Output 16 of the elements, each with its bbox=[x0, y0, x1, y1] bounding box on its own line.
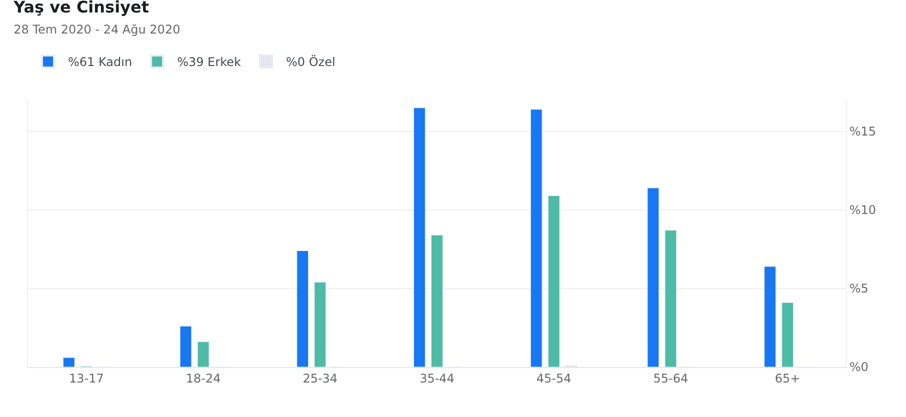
y-tick-label: %0 bbox=[849, 360, 868, 374]
y-tick-label: %15 bbox=[849, 124, 876, 139]
x-tick-label: 45-54 bbox=[536, 371, 572, 386]
legend-label: %39 Erkek bbox=[177, 55, 241, 70]
x-tick-label: 18-24 bbox=[186, 371, 221, 386]
chart-subtitle: 28 Tem 2020 - 24 Ağu 2020 bbox=[14, 22, 180, 36]
chart-title: Yaş ve Cinsiyet bbox=[12, 0, 150, 17]
x-tick-label: 25-34 bbox=[302, 371, 338, 386]
y-tick-label: %10 bbox=[849, 203, 876, 218]
y-tick-label: %5 bbox=[849, 282, 868, 296]
x-tick-label: 13-17 bbox=[68, 371, 104, 386]
x-tick-label: 55-64 bbox=[653, 371, 688, 386]
legend-label: %0 Özel bbox=[286, 55, 336, 70]
legend-label: %61 Kadın bbox=[68, 55, 132, 70]
x-tick-label: 35-44 bbox=[420, 371, 454, 386]
x-tick-label: 65+ bbox=[774, 371, 800, 386]
